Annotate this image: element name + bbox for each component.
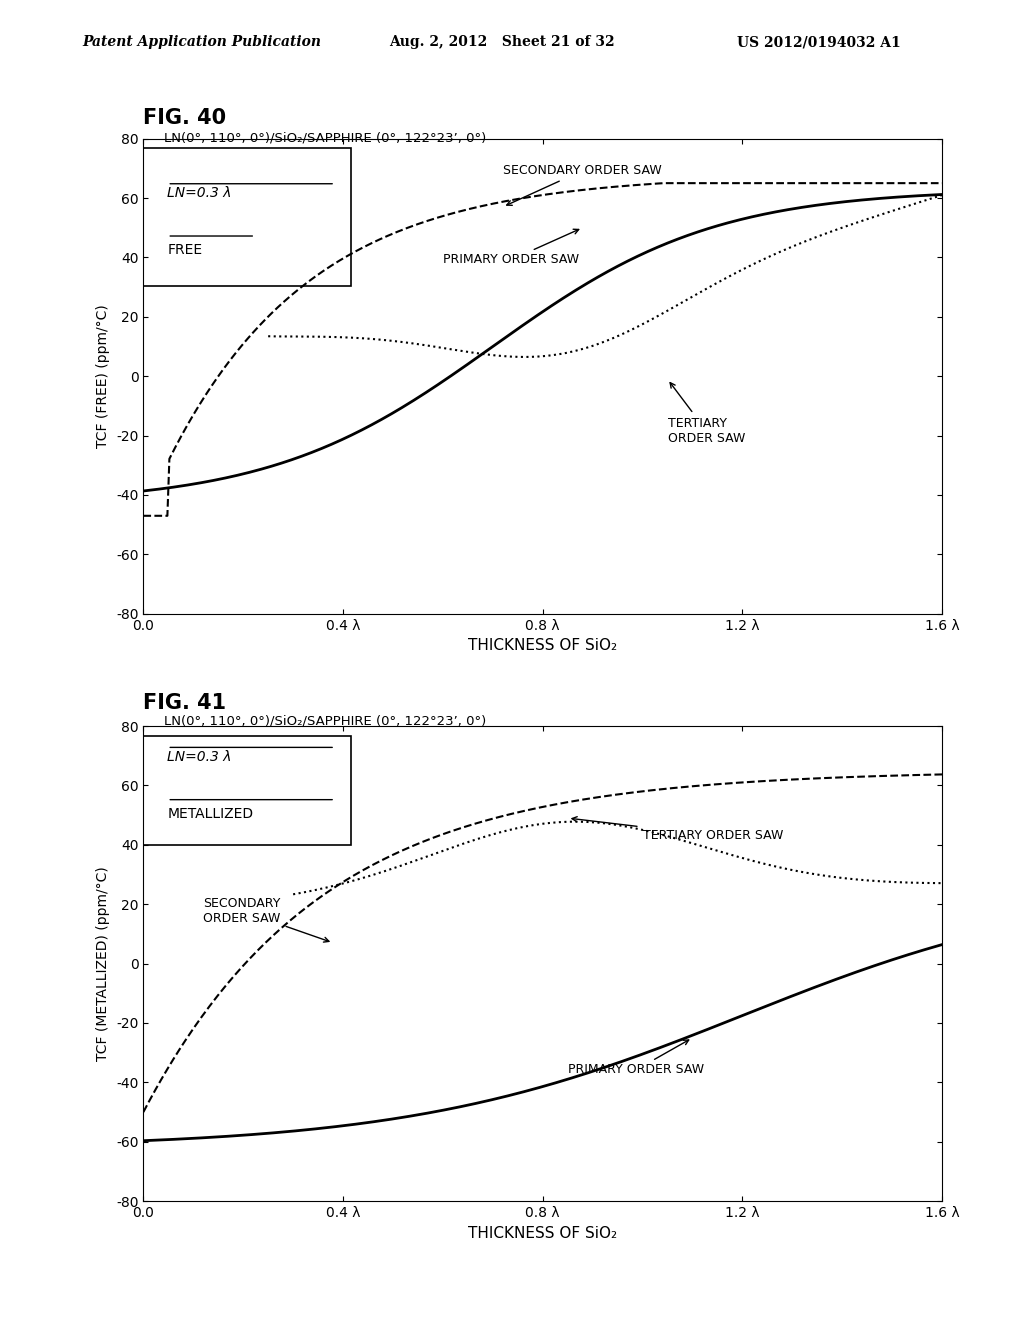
Text: FIG. 40: FIG. 40 [143, 108, 226, 128]
Text: PRIMARY ORDER SAW: PRIMARY ORDER SAW [567, 1040, 703, 1077]
Text: LN(0°, 110°, 0°)/SiO₂/SAPPHIRE (0°, 122°23’, 0°): LN(0°, 110°, 0°)/SiO₂/SAPPHIRE (0°, 122°… [164, 714, 486, 727]
Text: FREE: FREE [167, 243, 203, 257]
Text: LN=0.3 λ: LN=0.3 λ [167, 186, 231, 201]
Text: LN(0°, 110°, 0°)/SiO₂/SAPPHIRE (0°, 122°23’, 0°): LN(0°, 110°, 0°)/SiO₂/SAPPHIRE (0°, 122°… [164, 131, 486, 144]
Text: US 2012/0194032 A1: US 2012/0194032 A1 [737, 36, 901, 49]
X-axis label: THICKNESS OF SiO₂: THICKNESS OF SiO₂ [468, 638, 617, 653]
Text: Patent Application Publication: Patent Application Publication [82, 36, 321, 49]
Text: Aug. 2, 2012   Sheet 21 of 32: Aug. 2, 2012 Sheet 21 of 32 [389, 36, 614, 49]
Text: FIG. 41: FIG. 41 [143, 693, 226, 713]
Text: SECONDARY ORDER SAW: SECONDARY ORDER SAW [503, 164, 662, 206]
Text: METALLIZED: METALLIZED [167, 807, 254, 821]
Text: TERTIARY ORDER SAW: TERTIARY ORDER SAW [572, 817, 783, 842]
Y-axis label: TCF (METALLIZED) (ppm/°C): TCF (METALLIZED) (ppm/°C) [96, 866, 111, 1061]
Text: LN=0.3 λ: LN=0.3 λ [167, 750, 231, 764]
Text: SECONDARY
ORDER SAW: SECONDARY ORDER SAW [203, 898, 329, 942]
Y-axis label: TCF (FREE) (ppm/°C): TCF (FREE) (ppm/°C) [96, 305, 111, 447]
Text: PRIMARY ORDER SAW: PRIMARY ORDER SAW [443, 230, 579, 267]
Text: TERTIARY
ORDER SAW: TERTIARY ORDER SAW [668, 383, 744, 445]
X-axis label: THICKNESS OF SiO₂: THICKNESS OF SiO₂ [468, 1225, 617, 1241]
